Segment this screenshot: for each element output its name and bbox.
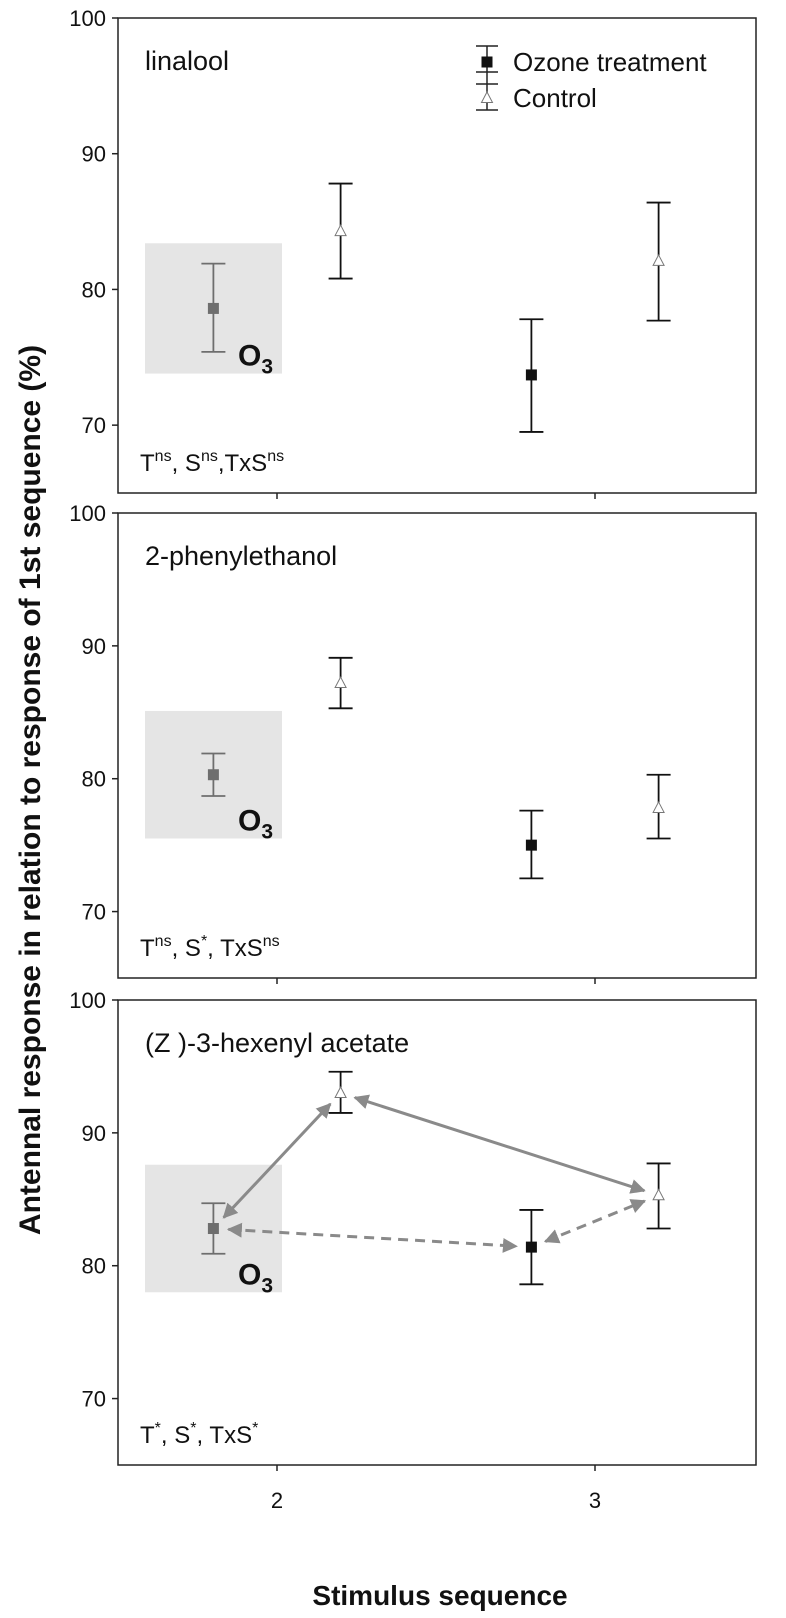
- stat-term: S: [185, 935, 201, 962]
- o3-subscript: 3: [261, 356, 273, 379]
- stat-superscript: *: [190, 1420, 196, 1437]
- o3-label: O3: [238, 340, 273, 379]
- trend-arrow: [226, 1222, 518, 1253]
- stat-superscript: ns: [201, 448, 218, 465]
- y-tick-label: 70: [82, 1387, 106, 1412]
- o3-label: O3: [238, 1258, 273, 1297]
- y-axis-label: Antennal response in relation to respons…: [14, 345, 47, 1235]
- ozone-point: [207, 302, 219, 314]
- y-tick-label: 100: [69, 988, 106, 1013]
- y-tick-label: 80: [82, 277, 106, 302]
- control-point: [334, 223, 347, 237]
- ozone-point: [207, 769, 219, 781]
- stat-superscript: ns: [267, 448, 284, 465]
- stat-superscript: *: [252, 1420, 258, 1437]
- y-tick-label: 70: [82, 900, 106, 925]
- control-point: [652, 800, 665, 813]
- stat-term: T: [140, 450, 155, 477]
- panel-title: linalool: [145, 46, 229, 76]
- stat-superscript: ns: [263, 933, 280, 950]
- control-point: [334, 1085, 347, 1098]
- o3-base: O: [238, 1258, 261, 1291]
- x-axis-label: Stimulus sequence: [312, 1580, 567, 1611]
- y-tick-label: 90: [82, 142, 106, 167]
- stats-annotation: Tns, S*, TxSns: [140, 933, 280, 962]
- trend-arrow: [353, 1094, 646, 1194]
- stat-superscript: ns: [155, 448, 172, 465]
- stat-superscript: ns: [155, 933, 172, 950]
- y-tick-label: 90: [82, 634, 106, 659]
- stat-superscript: *: [201, 933, 207, 950]
- panel-title: 2-phenylethanol: [145, 541, 337, 571]
- panel-frame: [117, 999, 757, 1466]
- stat-separator: ,: [218, 450, 225, 477]
- stat-term: TxS: [225, 450, 268, 477]
- legend-ozone-marker: [481, 56, 493, 68]
- y-tick-label: 80: [82, 767, 106, 792]
- control-point: [652, 1188, 665, 1201]
- y-tick-label: 80: [82, 1254, 106, 1279]
- stat-separator: ,: [197, 1422, 210, 1449]
- stat-superscript: *: [155, 1420, 161, 1437]
- ozone-point: [525, 369, 537, 381]
- stat-term: TxS: [209, 1422, 252, 1449]
- y-tick-label: 100: [69, 6, 106, 31]
- panel-frame: [117, 17, 757, 494]
- stats-annotation: T*, S*, TxS*: [140, 1420, 258, 1449]
- ozone-point: [207, 1223, 219, 1235]
- legend-control-marker: [480, 90, 494, 103]
- x-tick-label: 3: [589, 1488, 601, 1513]
- stat-separator: ,: [172, 450, 185, 477]
- control-point: [652, 253, 665, 266]
- x-tick-label: 2: [271, 1488, 283, 1513]
- stat-term: S: [185, 450, 201, 477]
- trend-arrow: [543, 1199, 647, 1244]
- o3-base: O: [238, 340, 261, 373]
- stat-term: TxS: [220, 935, 263, 962]
- y-tick-label: 90: [82, 1121, 106, 1146]
- stat-term: T: [140, 1422, 155, 1449]
- legend: Ozone treatment Control: [476, 45, 707, 113]
- y-tick-label: 100: [69, 501, 106, 526]
- control-point: [334, 675, 347, 689]
- legend-label: Ozone treatment: [513, 47, 707, 77]
- stat-separator: ,: [207, 935, 220, 962]
- stats-annotation: Tns, Sns,TxSns: [140, 448, 284, 477]
- o3-subscript: 3: [261, 1274, 273, 1297]
- o3-label: O3: [238, 805, 273, 844]
- stat-term: T: [140, 935, 155, 962]
- stat-separator: ,: [172, 935, 185, 962]
- panel-title: (Z )-3-hexenyl acetate: [145, 1028, 409, 1058]
- y-tick-label: 70: [82, 413, 106, 438]
- stat-separator: ,: [161, 1422, 174, 1449]
- o3-base: O: [238, 805, 261, 838]
- ozone-point: [525, 1241, 537, 1253]
- ozone-point: [525, 839, 537, 851]
- trend-arrow: [222, 1102, 332, 1219]
- stat-term: S: [174, 1422, 190, 1449]
- panel-frame: [117, 512, 757, 979]
- o3-subscript: 3: [261, 821, 273, 844]
- legend-label: Control: [513, 83, 597, 113]
